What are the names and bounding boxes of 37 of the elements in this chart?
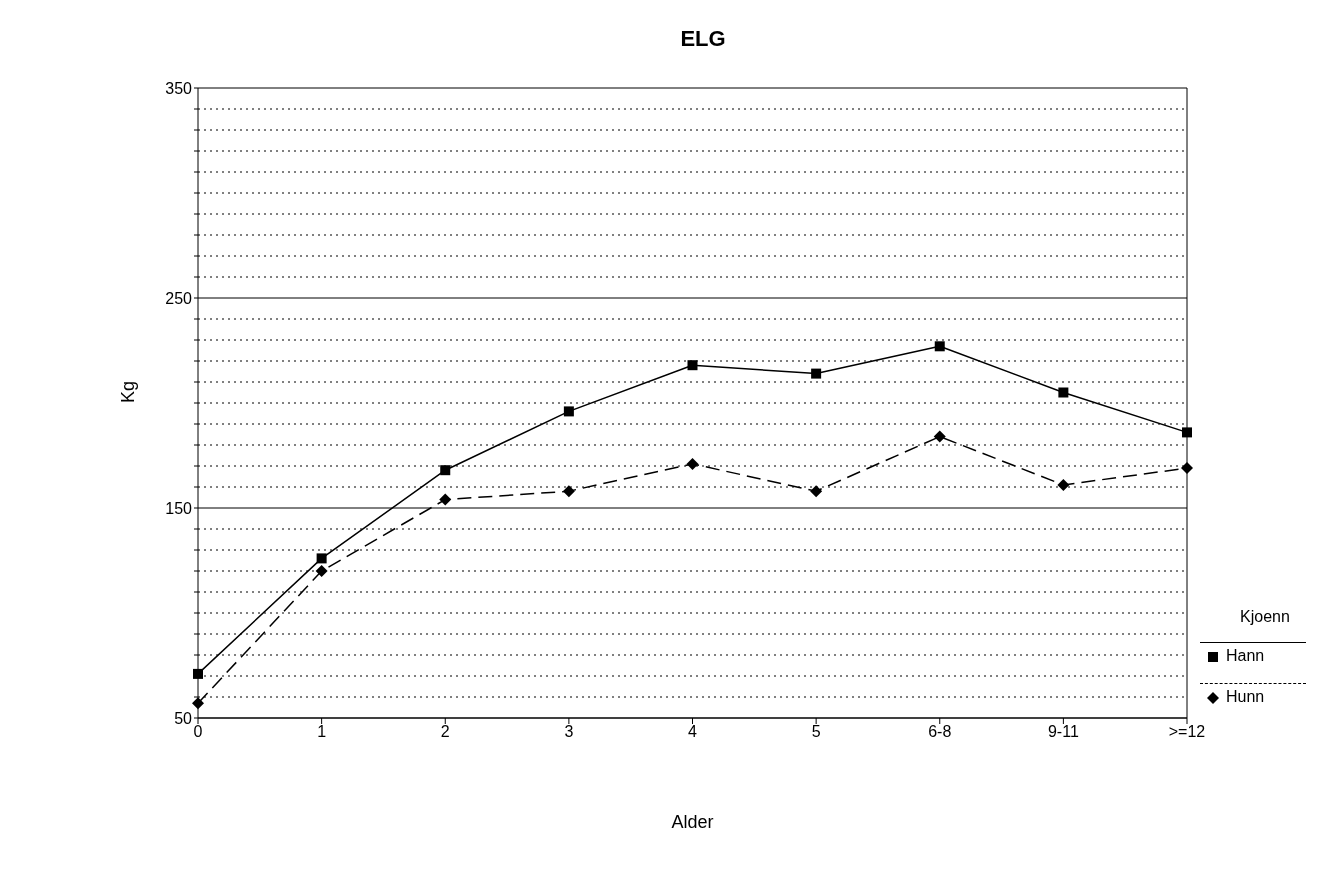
point bbox=[1182, 427, 1192, 438]
point bbox=[686, 457, 699, 470]
point bbox=[440, 465, 451, 476]
y-tick-label: 250 bbox=[165, 289, 193, 307]
point bbox=[1058, 387, 1069, 398]
legend-label: Hann bbox=[1226, 647, 1265, 664]
y-tick-label: 150 bbox=[165, 499, 193, 517]
point bbox=[316, 553, 327, 564]
legend-label: Hunn bbox=[1226, 688, 1265, 705]
y-axis-title: Kg bbox=[118, 380, 139, 403]
x-tick-label: 3 bbox=[564, 723, 574, 741]
point bbox=[562, 485, 575, 498]
x-tick-label: 0 bbox=[193, 723, 203, 741]
x-tick-label: >=12 bbox=[1168, 723, 1206, 741]
y-tick-label: 50 bbox=[174, 709, 193, 727]
point bbox=[810, 485, 823, 498]
x-tick-label: 2 bbox=[440, 723, 450, 741]
point bbox=[687, 360, 698, 371]
point bbox=[192, 697, 204, 710]
point bbox=[315, 565, 328, 577]
point bbox=[439, 493, 452, 506]
chart-title: ELG bbox=[679, 26, 727, 52]
point bbox=[563, 406, 574, 417]
point bbox=[933, 430, 946, 443]
x-tick-label: 4 bbox=[688, 723, 698, 741]
point bbox=[811, 368, 822, 379]
point bbox=[934, 341, 945, 352]
y-tick-label: 350 bbox=[165, 79, 193, 97]
point bbox=[1181, 462, 1193, 475]
x-tick-label: 9-11 bbox=[1047, 723, 1079, 741]
point bbox=[1057, 478, 1070, 491]
x-tick-label: 5 bbox=[811, 723, 821, 741]
x-tick-label: 1 bbox=[317, 723, 327, 741]
x-tick-label: 6-8 bbox=[928, 723, 952, 741]
point bbox=[193, 668, 203, 679]
legend-title: Kjoenn bbox=[1239, 608, 1291, 626]
x-axis-title: Alder bbox=[671, 812, 714, 832]
